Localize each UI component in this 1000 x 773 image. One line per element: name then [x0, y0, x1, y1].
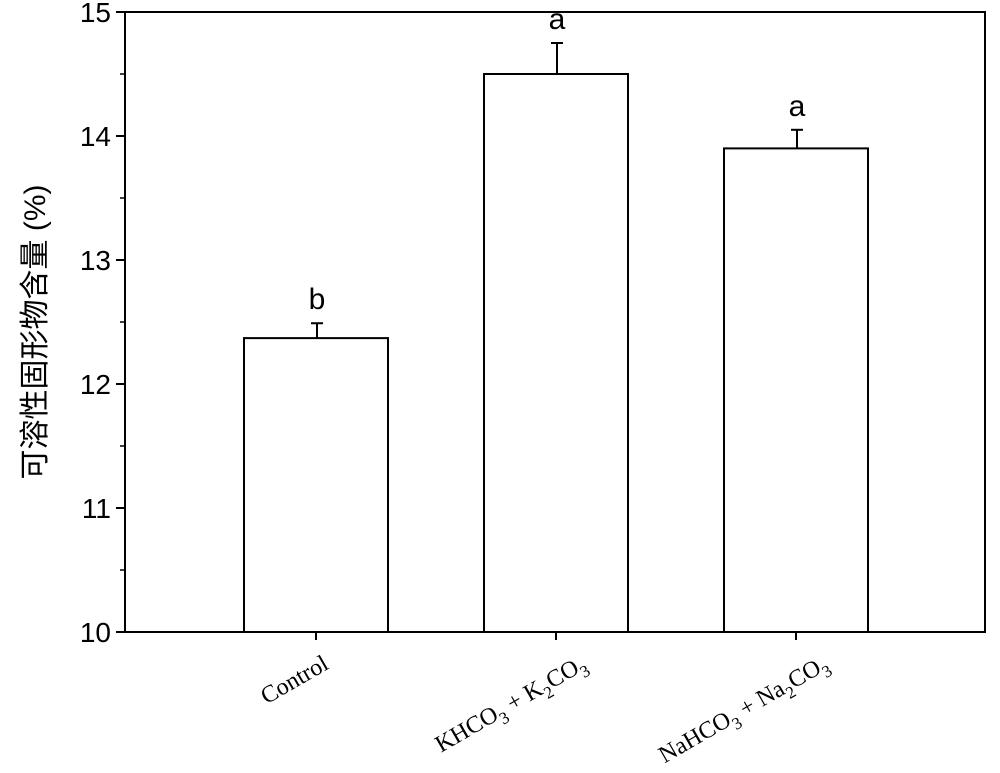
y-axis-label: 可溶性固形物含量 (%): [19, 185, 52, 480]
y-tick-label: 13: [80, 245, 111, 276]
y-tick-label: 10: [80, 617, 111, 648]
significance-label: b: [309, 283, 326, 316]
x-category-label: NaHCO3 + Na2CO3: [655, 651, 836, 773]
x-category-label: KHCO3 + K2CO3: [431, 651, 593, 763]
bar: [243, 337, 389, 633]
significance-label: a: [549, 3, 566, 36]
bar: [483, 73, 629, 633]
x-category-label: Control: [256, 651, 333, 710]
significance-label: a: [789, 90, 806, 123]
y-tick-label: 14: [80, 121, 111, 152]
bar: [723, 147, 869, 633]
y-tick-label: 11: [82, 493, 111, 524]
y-tick-label: 15: [80, 0, 111, 28]
y-tick-label: 12: [80, 369, 111, 400]
